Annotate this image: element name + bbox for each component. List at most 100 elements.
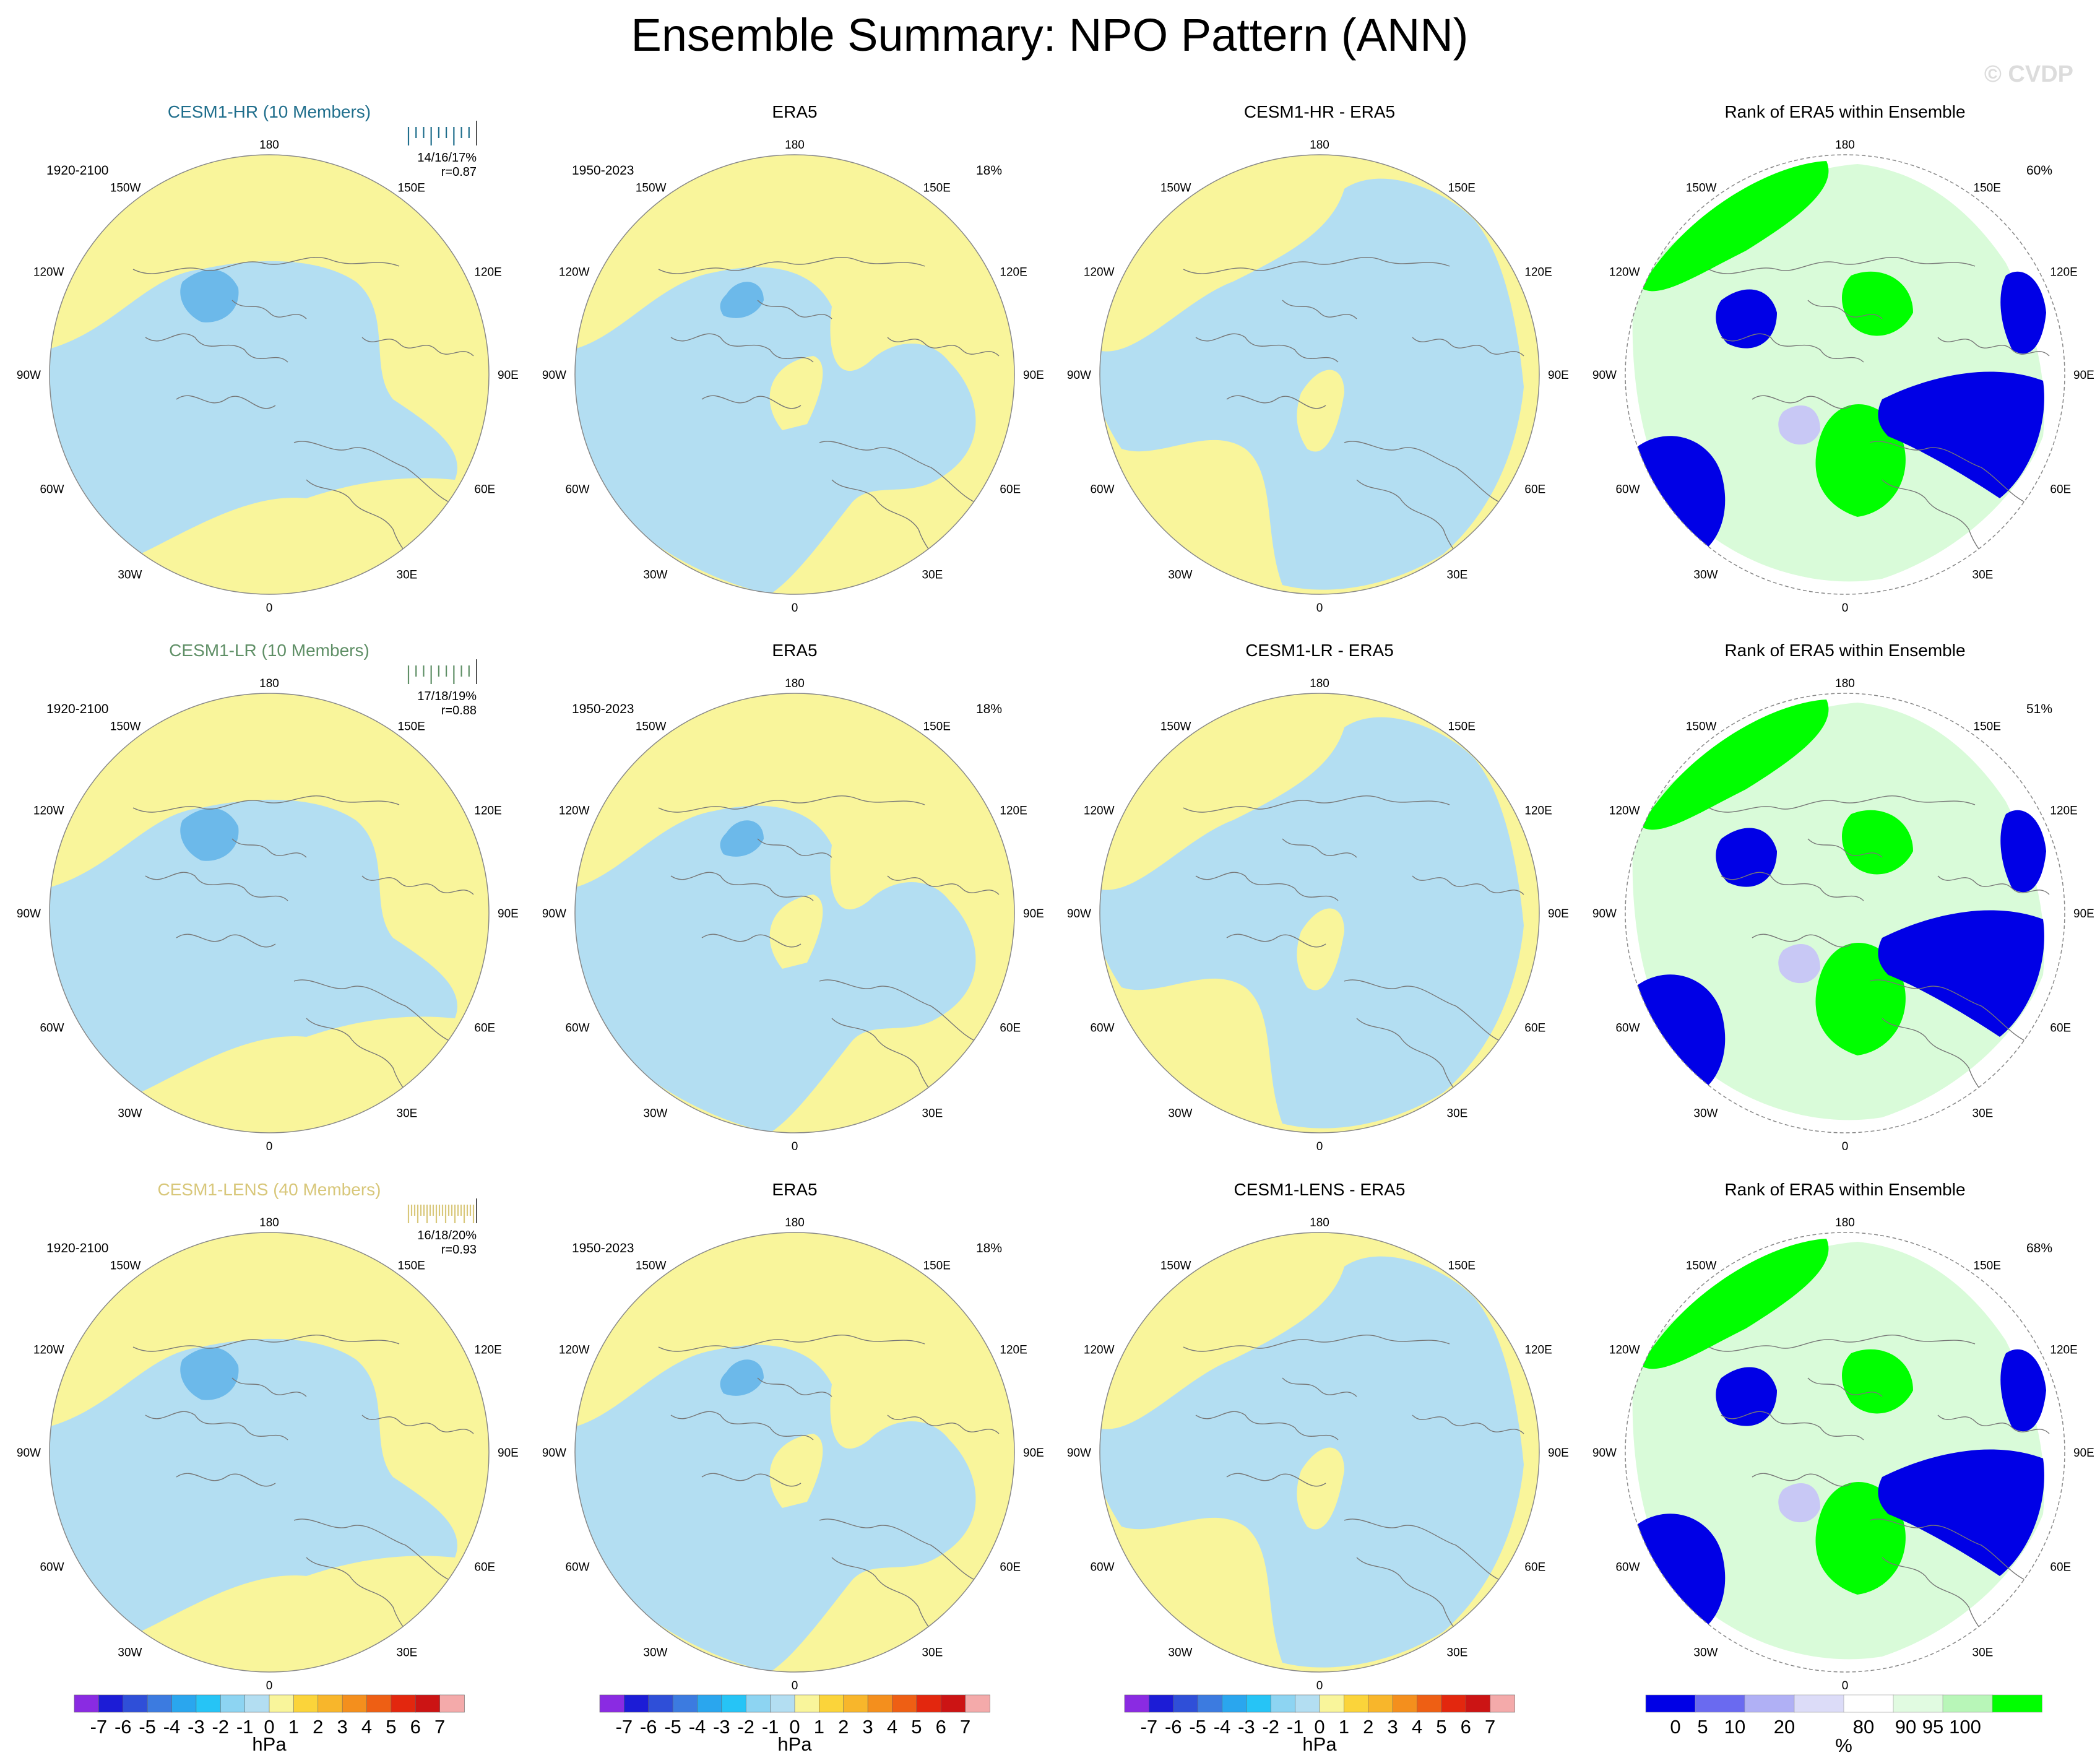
colorbar-swatch xyxy=(1295,1694,1320,1713)
polar-map xyxy=(1625,154,2065,595)
longitude-label: 150E xyxy=(923,1260,951,1273)
colorbar-tick-label: 3 xyxy=(1388,1716,1398,1738)
longitude-label: 30E xyxy=(922,568,943,581)
coastline xyxy=(1226,395,1326,409)
longitude-label: 90W xyxy=(17,369,41,382)
colorbar-tick-label: -1 xyxy=(762,1716,779,1738)
obs-period: 1950-2023 xyxy=(572,1241,634,1255)
colorbar-unit: hPa xyxy=(252,1733,287,1755)
colorbar-tick-label: 1 xyxy=(814,1716,824,1738)
coastline xyxy=(132,257,400,274)
coastline xyxy=(1282,1377,1357,1397)
longitude-label: 30W xyxy=(118,1107,142,1120)
longitude-label: 60W xyxy=(1615,483,1640,496)
coastline xyxy=(1807,300,1883,319)
colorbar-tick-label: 2 xyxy=(1363,1716,1373,1738)
field-region xyxy=(1297,908,1344,990)
map-panel-model-row3: 180 0 150W 120W 90W 60W 30W 150E 120E 90E 60E 30E CE… xyxy=(17,1180,519,1692)
longitude-label: 150E xyxy=(398,182,425,195)
longitude-label: 150E xyxy=(398,721,425,734)
coastline xyxy=(1412,1414,1524,1434)
coastline xyxy=(887,1414,1000,1434)
longitude-label: 30W xyxy=(118,1646,142,1659)
coastline xyxy=(757,300,832,319)
field-region xyxy=(2000,271,2046,354)
colorbar-tick-label: 0 xyxy=(1314,1716,1324,1738)
map-panel-rank-row2: 180 0 150W 120W 90W 60W 30W 150E 120E 90E 60E 30E Ra… xyxy=(1592,641,2094,1153)
longitude-label: 90W xyxy=(1067,907,1091,920)
field-region xyxy=(720,1359,764,1396)
obs-period: 1950-2023 xyxy=(572,702,634,716)
colorbar-swatch xyxy=(1465,1694,1491,1713)
coastline xyxy=(670,333,814,363)
longitude-label: 180 xyxy=(785,139,805,152)
coastline xyxy=(757,838,832,858)
colorbar-tick-label: -3 xyxy=(1238,1716,1255,1738)
model-period: 1920-2100 xyxy=(46,1241,108,1255)
longitude-label: 120E xyxy=(474,266,501,279)
panel-title-model: CESM1-HR (10 Members) xyxy=(168,102,371,121)
longitude-label: 90W xyxy=(1067,369,1091,382)
colorbar-swatch xyxy=(721,1694,747,1713)
colorbar-tick-label: 0 xyxy=(1670,1716,1680,1738)
longitude-label: 90E xyxy=(1548,1447,1569,1460)
colorbar-tick-label: 3 xyxy=(337,1716,348,1738)
longitude-label: 60E xyxy=(2050,483,2071,496)
colorbar-swatch xyxy=(1392,1694,1418,1713)
colorbar-swatch xyxy=(415,1694,441,1713)
polar-map xyxy=(1099,154,1540,595)
longitude-label: 180 xyxy=(259,139,279,152)
longitude-label: 180 xyxy=(259,1216,279,1229)
field-region xyxy=(1842,810,1913,875)
longitude-label: 90E xyxy=(1023,907,1044,920)
coastline xyxy=(819,1518,981,1583)
longitude-label: 30E xyxy=(1973,1646,1994,1659)
longitude-label: 180 xyxy=(259,677,279,690)
colorbar-swatch xyxy=(1270,1694,1296,1713)
colorbar-tick-label: -7 xyxy=(1141,1716,1158,1738)
longitude-label: 150W xyxy=(110,182,141,195)
longitude-label: 0 xyxy=(266,1679,273,1692)
longitude-label: 180 xyxy=(1310,1216,1329,1229)
slp-colorbar: -7 -6 -5 -4 -3 -2 -1 0 1 2 3 4 5 6 7 hPa xyxy=(1124,1694,1515,1755)
coastline xyxy=(701,1473,802,1487)
colorbar-swatch xyxy=(269,1694,295,1713)
coastline xyxy=(1195,872,1339,901)
longitude-label: 60E xyxy=(1524,1022,1545,1035)
coastline xyxy=(1226,1473,1326,1487)
colorbar-swatch xyxy=(1173,1694,1198,1713)
coastline xyxy=(231,838,307,858)
field-region xyxy=(720,282,764,318)
longitude-label: 120W xyxy=(1609,1344,1640,1357)
longitude-label: 90W xyxy=(542,369,566,382)
field-region xyxy=(50,799,457,1099)
colorbar-tick-label: -2 xyxy=(1262,1716,1279,1738)
polar-map xyxy=(574,693,1015,1133)
longitude-label: 180 xyxy=(1310,139,1329,152)
colorbar-swatch xyxy=(1368,1694,1393,1713)
longitude-label: 90E xyxy=(2073,907,2094,920)
map-panel-rank-row1: 180 0 150W 120W 90W 60W 30W 150E 120E 90E 60E 30E Ra… xyxy=(1592,102,2094,615)
coastline xyxy=(887,875,1000,895)
longitude-label: 60W xyxy=(565,1561,589,1574)
panel-title-rank: Rank of ERA5 within Ensemble xyxy=(1724,102,1965,121)
field-region xyxy=(769,894,823,969)
colorbar-swatch xyxy=(1246,1694,1272,1713)
coastline xyxy=(1183,257,1450,274)
polar-map xyxy=(1625,693,2065,1133)
longitude-label: 90W xyxy=(1592,1447,1617,1460)
longitude-label: 60W xyxy=(565,1022,589,1035)
field-region xyxy=(575,1345,976,1672)
longitude-label: 30E xyxy=(1973,1107,1994,1120)
colorbar-tick-label: -5 xyxy=(664,1716,681,1738)
field-region xyxy=(1641,700,1829,830)
longitude-label: 30E xyxy=(397,568,418,581)
longitude-label: 90E xyxy=(498,907,519,920)
longitude-label: 30E xyxy=(1973,568,1994,581)
field-region xyxy=(1878,1449,2044,1576)
colorbar-swatch xyxy=(745,1694,771,1713)
longitude-label: 60E xyxy=(474,1561,495,1574)
colorbar-swatch xyxy=(1124,1694,1150,1713)
field-region xyxy=(2000,810,2046,893)
longitude-label: 90W xyxy=(1592,907,1617,920)
